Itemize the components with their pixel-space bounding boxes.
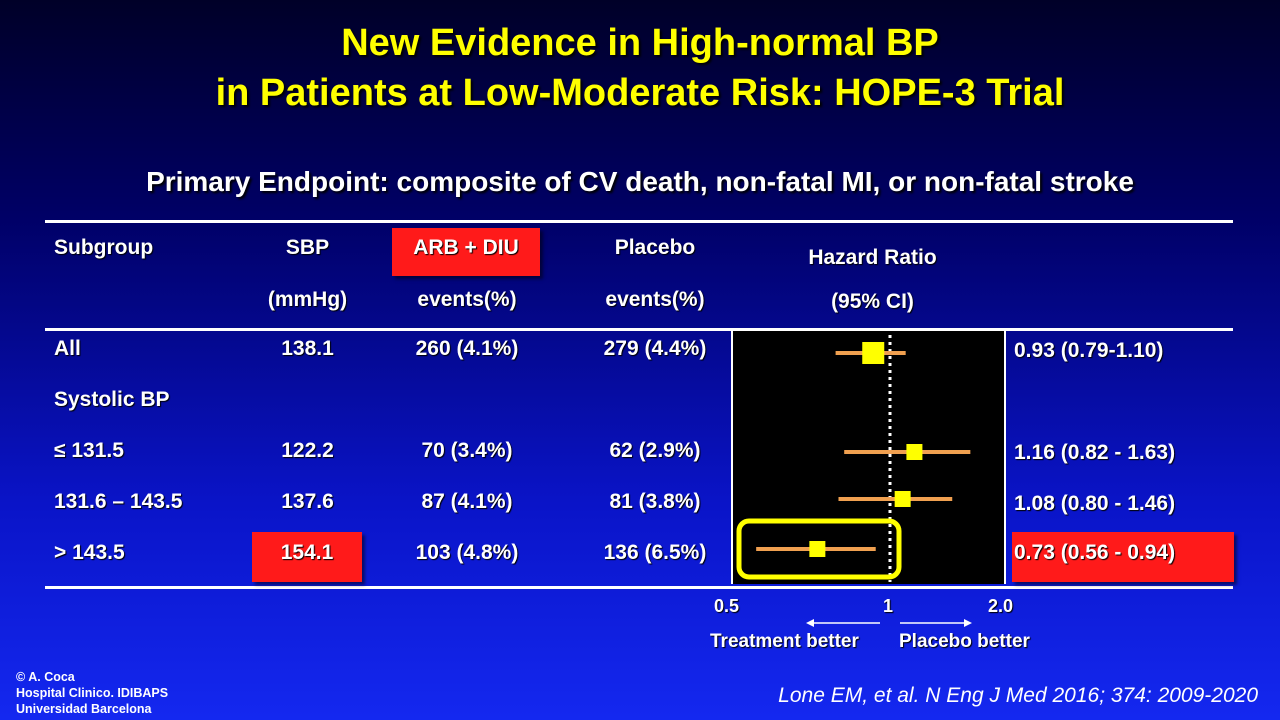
row-placebo-events: 62 (2.9%) [609,439,701,462]
row-label: > 143.5 [54,541,125,564]
citation: Lone EM, et al. N Eng J Med 2016; 374: 2… [778,684,1258,707]
hr-text-highlight [1012,532,1234,582]
row-hr-text: 1.08 (0.80 - 1.46) [1014,492,1176,515]
arb-header-highlight [392,228,540,276]
row-placebo-events: 136 (6.5%) [603,541,707,564]
hr-point [906,444,923,460]
arrow-left-head [806,619,814,627]
table-top-rule [45,220,1233,223]
forest-plot-panel [731,331,1006,584]
table-header-rule [45,328,1233,331]
hr-point [894,491,911,507]
row-label: All [54,337,81,360]
x-tick-1: 1 [883,596,894,616]
header-placebo-unit: events(%) [605,288,705,311]
slide-subtitle: Primary Endpoint: composite of CV death,… [146,166,1134,197]
hr-point [862,342,885,364]
x-tick-2: 2.0 [988,596,1014,616]
highlight-box [736,518,902,580]
row-sbp: 122.2 [281,439,334,462]
row-arb-events: 87 (4.1%) [421,490,513,513]
hr-point [809,541,826,557]
treatment-better-label: Treatment better [710,631,859,652]
credit-author: © A. Coca [16,670,75,684]
credit-hospital: Hospital Clinico. IDIBAPS [16,686,169,700]
row-label: 131.6 – 143.5 [54,490,183,513]
row-sbp: 138.1 [281,337,334,360]
x-tick-0-5: 0.5 [714,596,740,616]
row-placebo-events: 279 (4.4%) [603,337,707,360]
title-line-2: in Patients at Low-Moderate Risk: HOPE-3… [215,72,1065,114]
row-hr-text: 1.16 (0.82 - 1.63) [1014,441,1176,464]
row-placebo-events: 81 (3.8%) [609,490,701,513]
table-bottom-rule [45,586,1233,589]
row-sbp: 154.1 [280,541,334,564]
header-sbp: SBP [285,236,330,259]
title-line-1: New Evidence in High-normal BP [341,22,939,64]
row-label: Systolic BP [54,388,170,411]
header-sbp-unit: (mmHg) [267,288,348,311]
header-hazard-ratio: Hazard Ratio [808,246,937,269]
credit-university: Universidad Barcelona [16,702,152,716]
sbp-highlight [252,532,362,582]
row-arb-events: 103 (4.8%) [415,541,519,564]
placebo-better-label: Placebo better [899,631,1030,652]
row-label: ≤ 131.5 [54,439,124,462]
row-arb-events: 70 (3.4%) [421,439,513,462]
header-placebo: Placebo [614,236,696,259]
header-hazard-ratio-unit: (95% CI) [831,290,914,313]
row-hr-text: 0.93 (0.79-1.10) [1014,339,1164,362]
slide-title: New Evidence in High-normal BP in Patien… [0,18,1280,118]
row-hr-text: 0.73 (0.56 - 0.94) [1014,541,1176,564]
header-subgroup: Subgroup [54,236,154,259]
arrow-right-head [964,619,972,627]
row-arb-events: 260 (4.1%) [415,337,519,360]
header-arb-unit: events(%) [417,288,517,311]
header-arb: ARB + DIU [413,236,519,259]
row-sbp: 137.6 [281,490,334,513]
